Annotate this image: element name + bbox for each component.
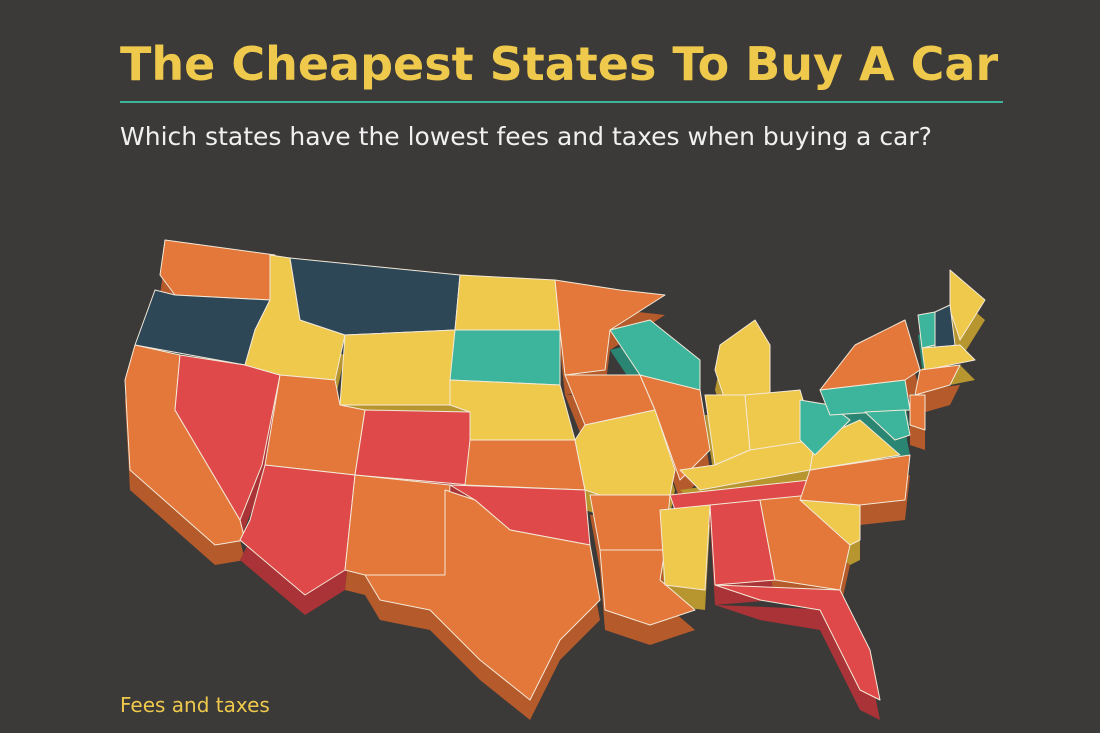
state — [714, 584, 881, 701]
state — [364, 489, 601, 701]
state — [344, 474, 451, 576]
state — [454, 274, 561, 331]
state — [914, 364, 961, 396]
state — [354, 409, 471, 486]
state — [864, 409, 911, 441]
state — [949, 269, 986, 341]
state-side — [915, 385, 960, 415]
state — [819, 319, 921, 391]
state — [449, 329, 561, 386]
state — [554, 279, 666, 376]
state — [909, 394, 926, 431]
title: The Cheapest States To Buy A Car — [120, 37, 998, 91]
legend-title: Fees and taxes — [120, 693, 270, 717]
state — [159, 239, 276, 301]
state — [921, 344, 976, 371]
state — [714, 319, 771, 401]
state — [289, 257, 461, 336]
us-map — [124, 239, 986, 701]
subtitle: Which states have the lowest fees and ta… — [120, 122, 932, 151]
state — [639, 374, 711, 481]
state — [589, 494, 671, 551]
state — [464, 439, 586, 491]
state — [339, 329, 456, 406]
state — [659, 504, 711, 591]
